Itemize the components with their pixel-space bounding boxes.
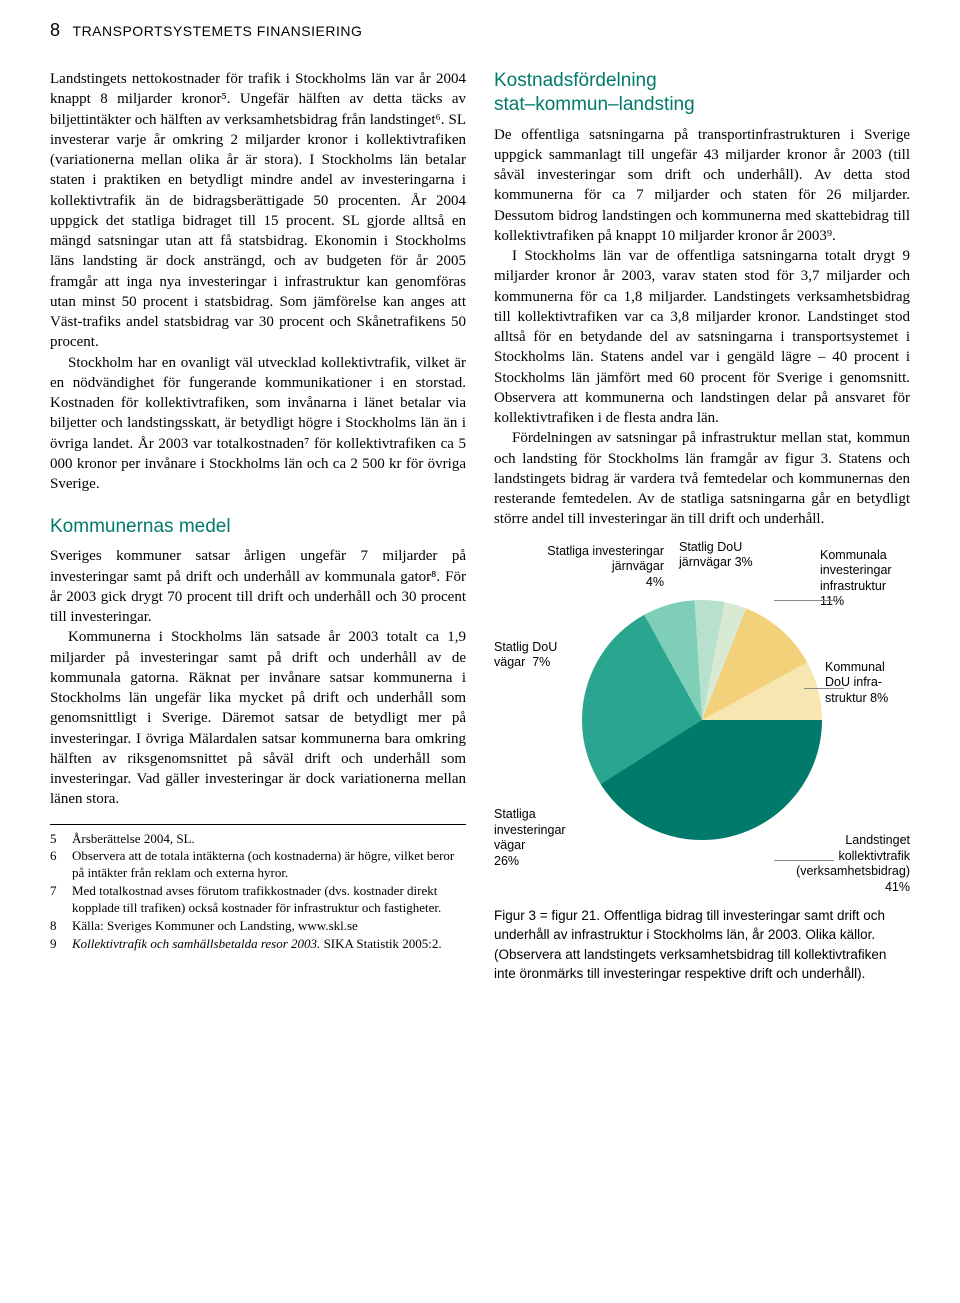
chart-label: Statlig DoUvägar 7%	[494, 640, 574, 671]
body-paragraph: Landstingets nettokostnader för trafik i…	[50, 69, 466, 353]
header-title: TRANSPORTSYSTEMETS FINANSIERING	[73, 23, 363, 39]
chart-label: KommunalDoU infra-struktur 8%	[825, 660, 910, 707]
right-column: Kostnadsfördelning stat–kommun–landsting…	[494, 69, 910, 984]
chart-label: Statliga investeringarjärnvägar4%	[534, 544, 664, 591]
footnote-number: 8	[50, 918, 64, 935]
chart-label: Statlig DoUjärnvägar 3%	[679, 540, 759, 571]
page: 8 TRANSPORTSYSTEMETS FINANSIERING Landst…	[0, 0, 960, 1014]
footnote-text: Med totalkostnad avses förutom trafikkos…	[72, 883, 466, 917]
body-paragraph: Kommunerna i Stockholms län satsade år 2…	[50, 627, 466, 809]
footnote-number: 5	[50, 831, 64, 848]
pie-graphic	[582, 600, 822, 840]
section-heading: Kostnadsfördelning stat–kommun–landsting	[494, 69, 910, 117]
heading-line: stat–kommun–landsting	[494, 94, 695, 115]
footnote: 5 Årsberättelse 2004, SL.	[50, 831, 466, 848]
body-paragraph: I Stockholms län var de offentliga satsn…	[494, 246, 910, 428]
leader-line	[804, 688, 844, 689]
body-paragraph: Sveriges kommuner satsar årligen ungefär…	[50, 546, 466, 627]
leader-line	[774, 600, 834, 601]
section-heading: Kommunernas medel	[50, 516, 466, 538]
two-column-layout: Landstingets nettokostnader för trafik i…	[50, 69, 910, 984]
footnote: 7Med totalkostnad avses förutom trafikko…	[50, 883, 466, 917]
page-number: 8	[50, 20, 61, 41]
chart-label: Kommunalainvesteringarinfrastruktur11%	[820, 548, 910, 611]
figure-caption: Figur 3 = figur 21. Offentliga bidrag ti…	[494, 906, 910, 984]
body-paragraph: De offentliga satsningarna på transporti…	[494, 125, 910, 247]
footnote: 6Observera att de totala intäkterna (och…	[50, 848, 466, 882]
body-paragraph: Fördelningen av satsningar på infrastruk…	[494, 428, 910, 529]
footnote-number: 6	[50, 848, 64, 882]
footnote-text: Kollektivtrafik och samhällsbetalda reso…	[72, 936, 466, 953]
chart-label: Statligainvesteringarvägar26%	[494, 807, 584, 870]
left-column: Landstingets nettokostnader för trafik i…	[50, 69, 466, 984]
footnote-text: Källa: Sveriges Kommuner och Landsting, …	[72, 918, 466, 935]
footnote-number: 9	[50, 936, 64, 953]
footnote: 8 Källa: Sveriges Kommuner och Landsting,…	[50, 918, 466, 935]
running-header: 8 TRANSPORTSYSTEMETS FINANSIERING	[50, 20, 910, 41]
pie-chart: Statliga investeringarjärnvägar4% Statli…	[494, 540, 910, 900]
footnote-text: Observera att de totala intäkterna (och …	[72, 848, 466, 882]
body-paragraph: Stockholm har en ovanligt väl utvecklad …	[50, 353, 466, 495]
footnote-number: 7	[50, 883, 64, 917]
footnote-text: Årsberättelse 2004, SL.	[72, 831, 466, 848]
footnotes: 5Årsberättelse 2004, SL.6Observera att d…	[50, 824, 466, 953]
leader-line	[774, 860, 834, 861]
chart-label: Landstingetkollektivtrafik(verksamhetsbi…	[780, 833, 910, 896]
footnote: 9 Kollektivtrafik och samhällsbetalda res…	[50, 936, 466, 953]
heading-line: Kostnadsfördelning	[494, 70, 657, 91]
